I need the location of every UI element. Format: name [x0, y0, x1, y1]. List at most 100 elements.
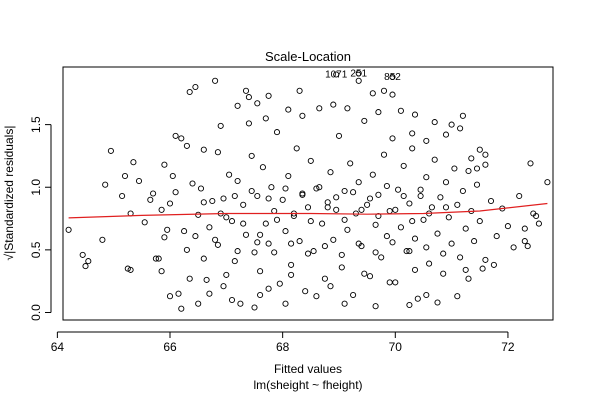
data-point	[473, 181, 481, 188]
data-point	[223, 271, 230, 278]
data-point	[409, 145, 416, 152]
data-point	[240, 220, 247, 227]
data-point	[257, 231, 264, 238]
data-point	[245, 120, 252, 127]
data-point	[366, 195, 374, 202]
data-point	[417, 192, 424, 200]
data-point	[288, 240, 295, 247]
data-point	[383, 182, 390, 190]
data-point	[417, 186, 424, 193]
data-point	[437, 194, 444, 201]
data-point	[395, 186, 402, 193]
data-point	[524, 243, 531, 250]
data-point	[386, 279, 393, 286]
data-point	[141, 219, 148, 226]
data-point	[476, 146, 483, 153]
data-point	[265, 92, 272, 99]
data-point	[164, 226, 171, 233]
data-point	[237, 300, 244, 307]
data-point	[271, 207, 278, 215]
data-point	[279, 196, 286, 203]
y-tick-label: 0.5	[29, 241, 43, 258]
y-tick-label: 1.0	[29, 179, 43, 196]
data-point	[296, 87, 303, 94]
x-tick-label: 72	[501, 340, 515, 354]
data-point	[321, 275, 328, 282]
data-point	[313, 185, 320, 192]
data-point	[386, 207, 393, 215]
data-point	[350, 189, 357, 196]
data-point	[203, 276, 210, 283]
data-point	[375, 212, 382, 220]
y-axis-label: √|Standardized residuals|	[2, 126, 16, 261]
data-point	[335, 132, 343, 139]
data-point	[254, 239, 261, 246]
data-point	[366, 273, 374, 280]
data-point	[482, 256, 489, 263]
data-point	[166, 200, 174, 207]
data-point	[442, 131, 450, 138]
data-point	[319, 220, 326, 227]
data-point	[189, 180, 196, 187]
data-point	[195, 300, 202, 307]
data-point	[468, 155, 475, 162]
data-point	[392, 206, 399, 213]
data-point	[231, 192, 238, 200]
data-point	[166, 293, 174, 300]
data-point	[338, 251, 345, 258]
data-point	[406, 301, 413, 309]
data-point	[341, 300, 348, 307]
data-point	[375, 191, 382, 198]
data-point	[186, 275, 193, 282]
data-point	[220, 195, 227, 202]
data-point	[288, 271, 295, 278]
data-point	[459, 112, 466, 119]
data-point	[431, 156, 438, 163]
data-point	[344, 105, 351, 112]
data-point	[178, 135, 185, 142]
chart-title: Scale-Location	[265, 49, 351, 64]
data-point	[448, 121, 455, 128]
data-point	[372, 249, 379, 256]
data-point	[302, 288, 309, 295]
data-point	[158, 206, 165, 213]
data-point	[200, 199, 207, 206]
data-point	[372, 303, 379, 310]
data-point	[197, 185, 205, 192]
data-point	[231, 258, 238, 265]
outlier-point	[355, 70, 362, 77]
outlier-label: 852	[384, 72, 401, 83]
data-point	[389, 239, 396, 246]
y-axis: 0.0 0.5 1.0 1.5	[29, 116, 52, 321]
data-point	[276, 280, 283, 287]
data-point	[400, 192, 407, 200]
data-point	[175, 290, 182, 297]
data-point	[423, 291, 430, 299]
data-point	[254, 192, 261, 200]
data-point	[212, 77, 219, 84]
data-point	[375, 109, 382, 116]
plot-frame	[62, 66, 554, 321]
data-point	[544, 179, 551, 186]
data-point	[282, 185, 289, 192]
x-tick-label: 68	[276, 340, 290, 354]
data-point	[299, 112, 306, 119]
data-point	[457, 125, 464, 132]
data-point	[527, 160, 534, 167]
data-point	[161, 234, 168, 241]
data-point	[409, 130, 416, 137]
data-point	[482, 151, 489, 158]
data-point	[150, 190, 157, 197]
data-point	[403, 248, 410, 255]
data-point	[361, 117, 368, 124]
model-formula-subtitle: lm(sheight ~ fheight)	[253, 378, 362, 392]
data-point	[324, 199, 331, 206]
data-point	[378, 254, 385, 261]
data-point	[183, 246, 190, 253]
data-point	[85, 258, 92, 265]
data-point	[459, 187, 466, 195]
data-point	[454, 201, 461, 208]
data-point	[251, 249, 258, 256]
data-point	[304, 204, 312, 211]
data-point	[178, 305, 185, 312]
